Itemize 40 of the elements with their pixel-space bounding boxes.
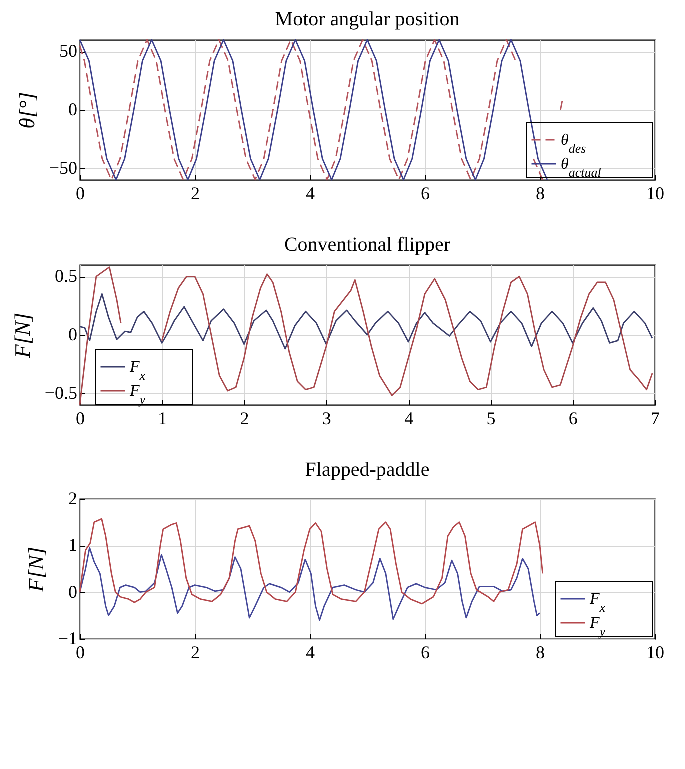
x-tick-label: 2	[191, 642, 200, 662]
x-tick-label: 5	[486, 408, 496, 428]
y-tick-label: 0.5	[55, 266, 78, 286]
x-tick-label: 10	[646, 642, 664, 662]
x-tick-label: 8	[536, 184, 545, 204]
x-tick-label: 2	[240, 408, 250, 428]
y-axis-title: F[N]	[10, 312, 35, 360]
y-tick-label: 0	[68, 100, 78, 120]
y-tick-label: 0	[68, 324, 78, 344]
series-label: θ$_{des}$	[561, 132, 586, 156]
line-series	[79, 518, 544, 605]
y-tick-label: 50	[60, 41, 78, 62]
x-tick-label: 10	[646, 184, 664, 204]
legend-label: F$_{x}$	[589, 591, 606, 614]
y-tick-label: 1	[68, 535, 78, 556]
y-tick-label: −50	[49, 158, 78, 178]
y-axis-title: θ[°]	[14, 92, 40, 129]
x-tick-label: 6	[568, 408, 578, 428]
y-tick-label: 2	[68, 488, 78, 508]
line-series	[79, 293, 654, 350]
x-tick-label: 4	[306, 642, 315, 662]
y-tick-label: −0.5	[44, 382, 78, 403]
x-tick-label: 6	[421, 184, 430, 204]
legend-label: θ$_{actual}$	[561, 156, 602, 180]
x-tick-label: 4	[306, 184, 315, 204]
x-tick-label: 7	[651, 408, 660, 428]
x-tick-label: 2	[191, 184, 200, 204]
chart-title: Motor angular position	[275, 8, 460, 30]
line-series	[79, 547, 541, 622]
x-tick-label: 6	[421, 642, 430, 662]
chart-title: Flapped-paddle	[305, 459, 430, 481]
x-tick-label: 1	[158, 408, 168, 428]
y-axis-title: F[N]	[23, 546, 48, 594]
chart-title: Conventional flipper	[284, 234, 451, 256]
x-tick-label: 4	[404, 408, 414, 428]
y-tick-label: −1	[58, 628, 78, 648]
legend-label: F$_{x}$	[129, 359, 146, 382]
y-tick-label: 0	[68, 582, 78, 602]
x-tick-label: 8	[536, 642, 545, 662]
x-tick-label: 3	[322, 408, 332, 428]
